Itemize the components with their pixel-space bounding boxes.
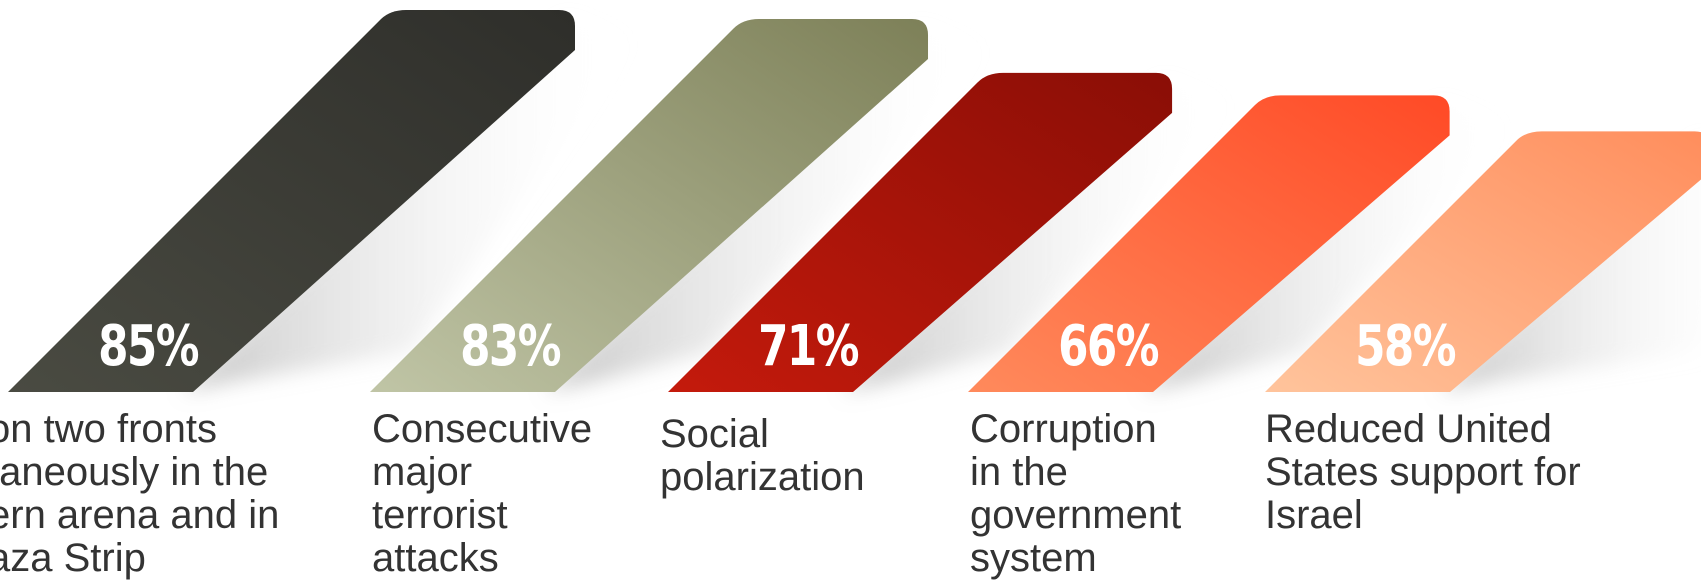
value-label-two-fronts: 85% bbox=[98, 313, 198, 379]
category-label-terrorist-attacks: Consecutive major terrorist attacks bbox=[372, 407, 593, 580]
bars bbox=[8, 10, 1701, 393]
value-label-corruption: 66% bbox=[1058, 313, 1158, 379]
value-label-us-support: 58% bbox=[1355, 313, 1455, 379]
bar-us-support bbox=[1265, 131, 1701, 392]
bar-social-polarization bbox=[668, 72, 1173, 392]
bar-two-fronts bbox=[8, 10, 575, 392]
bar-terrorist-attacks bbox=[370, 18, 929, 393]
category-label-two-fronts: on two fronts taneously in the ern arena… bbox=[0, 407, 280, 580]
category-label-social-polarization: Social polarization bbox=[660, 412, 865, 499]
category-label-corruption: Corruption in the government system bbox=[970, 407, 1182, 580]
value-label-social-polarization: 71% bbox=[758, 313, 858, 379]
value-label-terrorist-attacks: 83% bbox=[460, 313, 560, 379]
category-label-us-support: Reduced United States support for Israel bbox=[1265, 407, 1581, 537]
bar-corruption bbox=[968, 95, 1450, 392]
value-labels: 85% 83% 71% 66% 58% bbox=[98, 313, 1457, 379]
